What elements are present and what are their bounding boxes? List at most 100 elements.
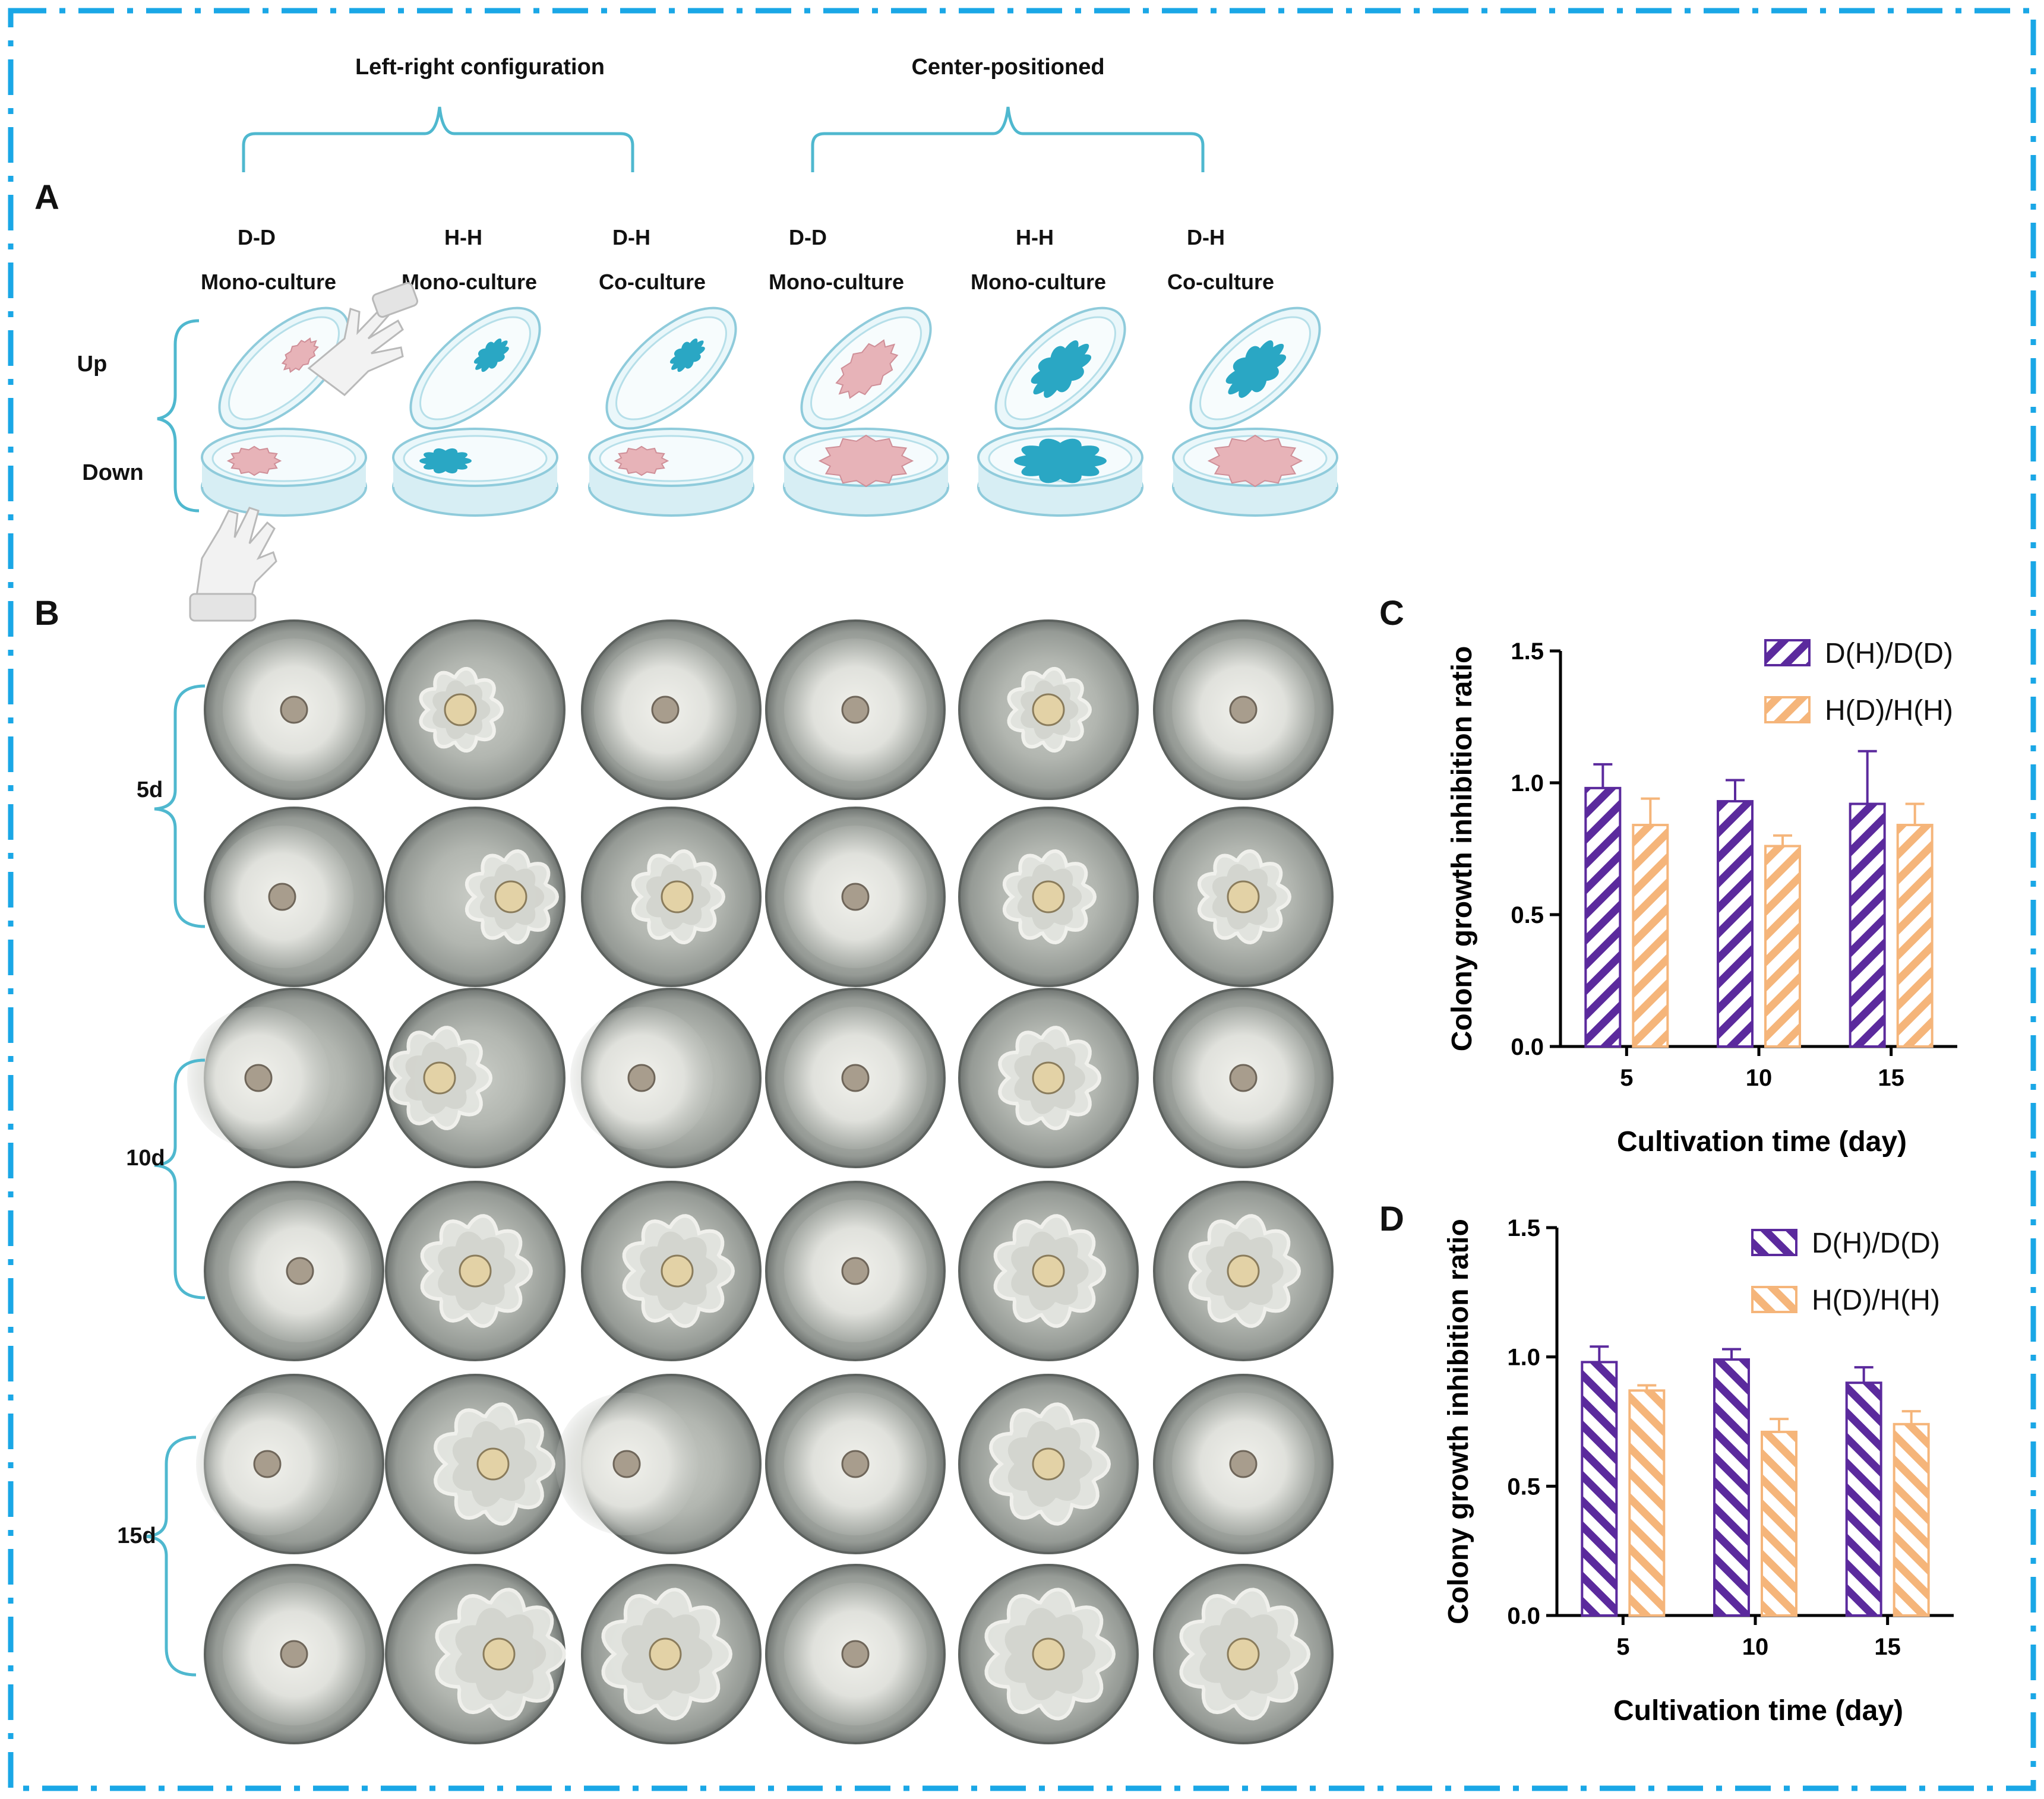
culture-plate-photo — [958, 988, 1139, 1168]
petri-dish-pair — [201, 306, 367, 517]
glove-icon — [189, 507, 277, 622]
agar-plug — [1032, 693, 1065, 726]
agar-plug — [444, 693, 477, 726]
petri-dish-pair — [588, 306, 754, 517]
agar-plug — [1032, 1447, 1065, 1481]
colony-marker-pink — [818, 434, 914, 488]
condition-kind: Mono-culture — [402, 270, 537, 294]
colony-marker-teal — [1031, 340, 1092, 398]
agar-plug — [268, 883, 296, 911]
time-label-15d: 15d — [117, 1523, 156, 1548]
panel-letter-c: C — [1379, 594, 1404, 633]
condition-pair: H-H — [444, 225, 482, 249]
bar — [1761, 1430, 1797, 1617]
colony-marker-teal — [669, 338, 705, 372]
colony-marker-pink — [281, 337, 319, 373]
colony-marker-teal — [1014, 438, 1107, 483]
petri-dish-illustrations — [201, 306, 1338, 517]
legend-label: H(D)/H(H) — [1825, 695, 1953, 726]
agar-plug — [253, 1450, 282, 1478]
dish-lid — [994, 306, 1126, 430]
y-tick-label: 1.5 — [1511, 638, 1544, 665]
agar-plug — [1229, 1064, 1258, 1092]
culture-plate-photo — [385, 1181, 566, 1361]
bar — [1849, 802, 1886, 1048]
time-label-5d: 5d — [137, 777, 163, 802]
condition-kind: Mono-culture — [201, 270, 336, 294]
bar — [1764, 845, 1801, 1048]
group-title-left-right: Left-right configuration — [355, 55, 605, 80]
legend-swatch — [1751, 1286, 1797, 1313]
culture-plate-photo — [385, 807, 566, 987]
y-tick-label: 1.5 — [1507, 1215, 1540, 1241]
agar-plug — [841, 1257, 870, 1285]
culture-plate-photo — [581, 1181, 762, 1361]
legend-swatch — [1751, 1229, 1797, 1256]
colony-marker-pink — [1207, 434, 1303, 488]
culture-plate-photo — [385, 1374, 566, 1554]
condition-kind: Co-culture — [1167, 270, 1274, 294]
culture-plate-photo — [958, 1181, 1139, 1361]
panel-letter-d: D — [1379, 1200, 1404, 1238]
y-tick-label: 0.5 — [1507, 1474, 1540, 1500]
dish-lid — [1189, 306, 1321, 430]
culture-plate-photo — [1153, 619, 1334, 800]
agar-plug — [651, 695, 680, 724]
y-tick-label: 0.0 — [1507, 1603, 1540, 1629]
bar — [1628, 1389, 1666, 1617]
agar-plug — [1227, 880, 1260, 913]
culture-plate-photo — [1153, 807, 1334, 987]
x-tick-label: 5 — [1616, 1634, 1629, 1660]
y-tick-label: 1.0 — [1511, 770, 1544, 796]
culture-plate-photo — [765, 619, 946, 800]
culture-plate-photo — [958, 807, 1139, 987]
figure-border — [8, 8, 2036, 1791]
agar-plug — [612, 1450, 641, 1478]
culture-plate-photo — [187, 988, 384, 1168]
agar-plug — [1032, 1254, 1065, 1288]
plate-photographs — [187, 619, 1334, 1744]
condition-pair: D-D — [789, 225, 827, 249]
colony-marker-teal — [473, 338, 509, 372]
dish-lid — [800, 306, 932, 430]
colony-marker-pink — [614, 445, 669, 476]
x-axis-label: Cultivation time (day) — [1617, 1126, 1907, 1158]
bar — [1893, 1422, 1930, 1617]
agar-plug — [627, 1064, 656, 1092]
group-brace-center — [811, 106, 1205, 172]
legend-swatch — [1764, 696, 1811, 723]
agar-plug — [459, 1254, 492, 1288]
agar-plug — [841, 1450, 870, 1478]
x-tick-label: 10 — [1742, 1634, 1769, 1660]
agar-plug — [841, 695, 870, 724]
y-tick-label: 0.5 — [1511, 902, 1544, 928]
panel-letter-b: B — [34, 594, 59, 633]
x-tick-label: 10 — [1746, 1065, 1773, 1091]
bar — [1845, 1381, 1882, 1617]
culture-plate-photo — [958, 1564, 1139, 1744]
up-down-brace — [157, 319, 200, 513]
chart-panel-d: 0.0 0.5 1.0 1.5 5 10 15 Cultivation time (day) C… — [1443, 1215, 1954, 1727]
agar-plug — [1032, 1061, 1065, 1095]
culture-plate-photo — [555, 1374, 762, 1554]
culture-plate-photo — [765, 1374, 946, 1554]
legend-label: H(D)/H(H) — [1812, 1285, 1940, 1316]
time-brace-10d — [154, 1058, 206, 1300]
agar-plug — [841, 883, 870, 911]
culture-plate-photo — [581, 807, 762, 987]
agar-plug — [482, 1637, 516, 1671]
culture-plate-photo — [765, 988, 946, 1168]
group-brace-left-right — [242, 106, 634, 172]
condition-pair: D-H — [612, 225, 650, 249]
x-tick-label: 15 — [1874, 1634, 1901, 1660]
culture-plate-photo — [1153, 1564, 1334, 1744]
culture-plate-photo — [958, 619, 1139, 800]
time-label-10d: 10d — [126, 1146, 165, 1171]
culture-plate-photo — [385, 988, 566, 1168]
culture-plate-photo — [196, 1374, 384, 1554]
legend-label: D(H)/D(D) — [1812, 1228, 1940, 1259]
condition-pair: H-H — [1016, 225, 1054, 249]
petri-dish-pair — [783, 306, 949, 517]
agar-plug — [280, 1640, 308, 1668]
culture-plate-photo — [1153, 988, 1334, 1168]
